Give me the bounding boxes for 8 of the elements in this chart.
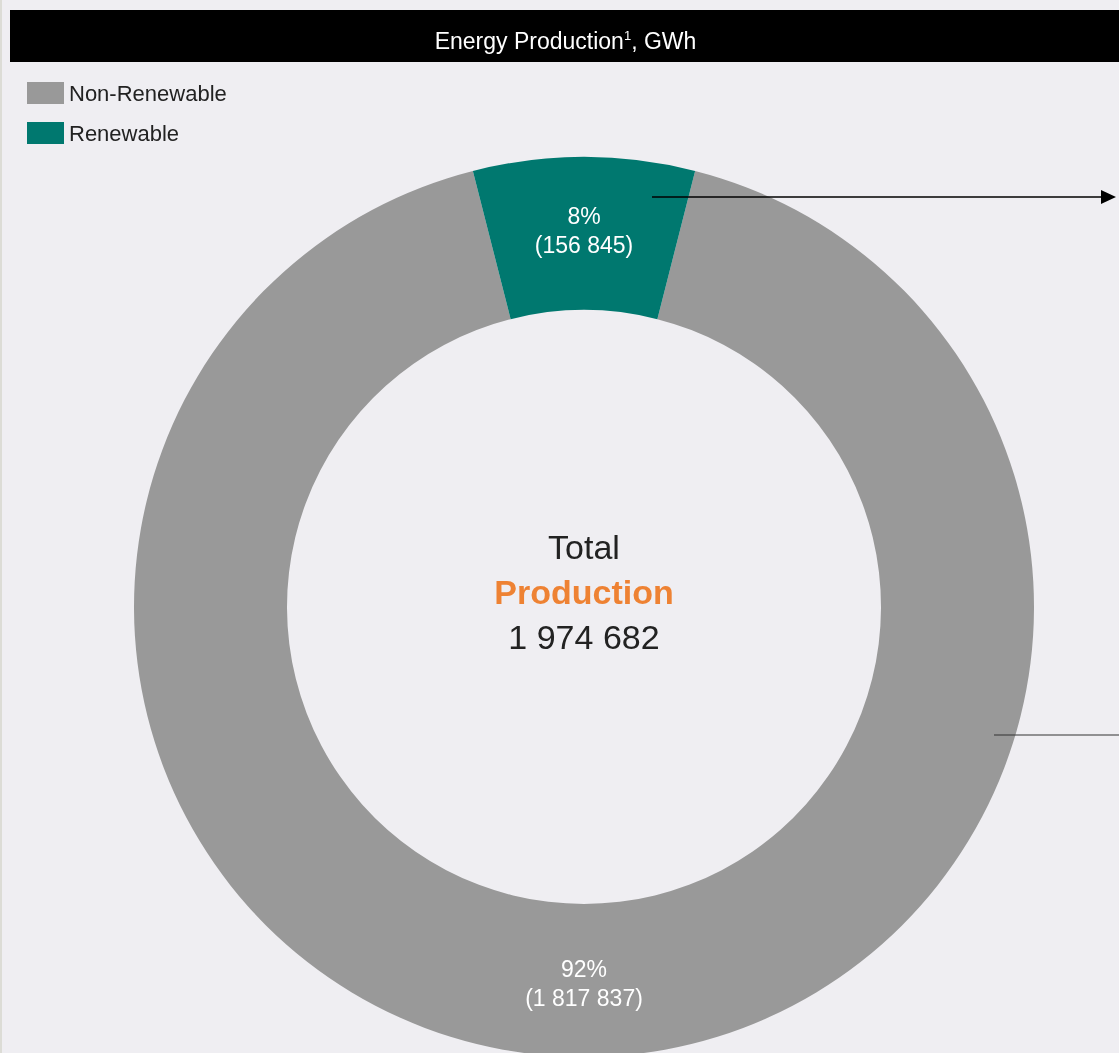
text: Production [493,572,675,613]
legend-label: Non-Renewable [69,80,227,106]
data-label: 8% (156 845) [534,203,634,258]
text: Total [547,527,621,568]
legend-label: Renewable [69,120,180,146]
text: 1 974 682 [507,617,661,658]
data-label: 92% (1 817 837) [525,956,643,1011]
chart-title: Energy Production$^{1}$, GWh [10,10,1119,62]
